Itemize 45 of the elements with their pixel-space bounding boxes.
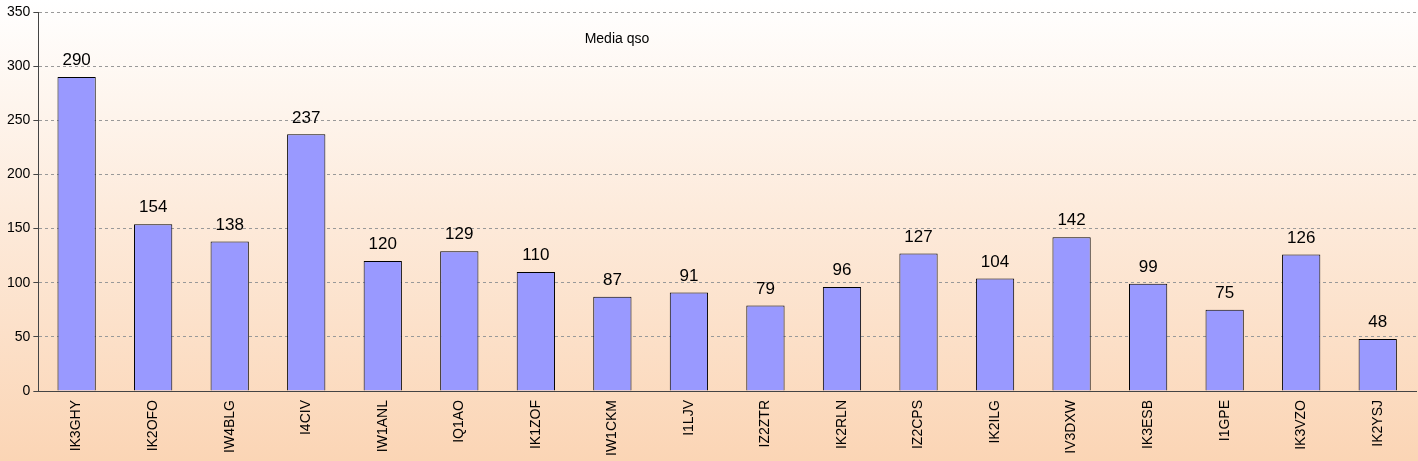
data-label: 142 (1057, 210, 1086, 230)
x-tick-label: IZ2CPS (909, 400, 926, 450)
x-tick-label: IV3DXW (1062, 399, 1079, 454)
data-label: 79 (755, 278, 775, 298)
data-label: 110 (522, 245, 550, 265)
data-label: 237 (292, 107, 321, 127)
x-tick-label: IZ2ZTR (756, 400, 773, 448)
data-label: 290 (62, 50, 91, 70)
x-tick-label: IK3VZO (1292, 399, 1309, 450)
data-label: 87 (602, 269, 622, 289)
data-label: 127 (904, 226, 933, 246)
x-tick-label: IK3ESB (1138, 400, 1155, 450)
data-label: 48 (1368, 312, 1388, 332)
x-tick-label: IK2YSJ (1368, 400, 1385, 447)
data-label: 120 (368, 234, 397, 254)
x-tick-label: I1LJV (679, 399, 696, 436)
y-tick-label: 0 (22, 381, 31, 398)
data-label: 138 (215, 214, 244, 234)
data-label: 75 (1215, 282, 1235, 302)
y-tick-label: 250 (7, 111, 31, 128)
x-tick-label: I4CIV (297, 399, 314, 436)
y-tick-label: 200 (7, 165, 31, 182)
data-label: 126 (1287, 227, 1316, 247)
x-tick-label: IQ1AO (450, 399, 467, 443)
x-tick-label: I1GPE (1215, 400, 1232, 442)
x-tick-label: IW1CKM (603, 400, 620, 456)
y-tick-label: 150 (7, 219, 31, 236)
data-label: 96 (832, 260, 852, 280)
x-tick-label: IK3GHY (67, 399, 84, 452)
y-tick-label: 350 (7, 2, 31, 19)
y-tick-label: 300 (7, 57, 31, 73)
data-label: 91 (679, 265, 699, 285)
annotation: Media qso (584, 29, 650, 46)
x-tick-label: IK1ZOF (526, 400, 543, 450)
x-tick-label: IK2OFO (144, 399, 161, 452)
x-tick-label: IK2ILG (985, 400, 1002, 444)
data-label: 99 (1138, 256, 1158, 276)
data-label: 104 (980, 251, 1010, 271)
x-tick-label: IW1ANL (373, 399, 390, 453)
x-tick-label: IW4BLG (220, 400, 237, 453)
data-label: 154 (138, 197, 168, 217)
y-tick-label: 100 (7, 273, 31, 290)
x-tick-label: IK2RLN (832, 400, 849, 450)
y-tick-label: 50 (14, 327, 31, 344)
data-label: 129 (445, 224, 474, 244)
